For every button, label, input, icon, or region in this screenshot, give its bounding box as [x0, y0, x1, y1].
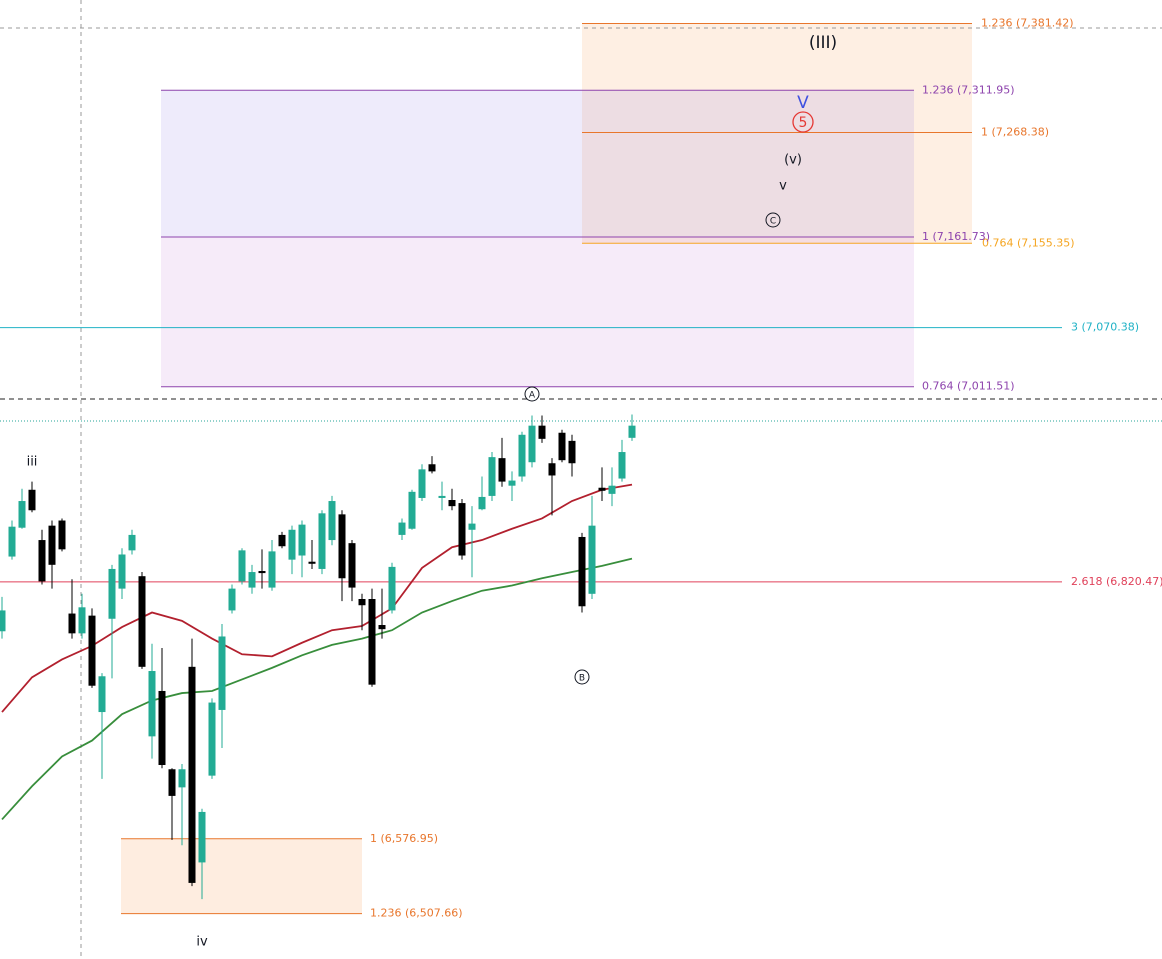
fib-label: 1.236 (6,507.66): [370, 907, 463, 920]
candle-body: [128, 534, 136, 551]
wave-circle: [792, 111, 814, 133]
candle-body: [398, 522, 406, 535]
moving-average: [1, 557, 633, 821]
candle-body: [608, 485, 616, 494]
candle-body: [438, 495, 446, 498]
candle-body: [418, 469, 426, 498]
candle-body: [618, 452, 626, 479]
wave-label: v: [779, 179, 787, 194]
candle-body: [598, 487, 606, 491]
candle-body: [428, 464, 436, 472]
candle-body: [198, 811, 206, 863]
wave-label: (III): [809, 33, 837, 53]
moving-average: [1, 483, 633, 713]
candle-body: [0, 610, 6, 632]
wave-label: A: [529, 391, 536, 401]
wave-circle: [524, 386, 540, 402]
candle-body: [628, 425, 636, 438]
candle-body: [238, 550, 246, 582]
candle-body: [208, 702, 216, 776]
wave-label: (v): [784, 153, 802, 168]
wave-circle: [574, 669, 590, 685]
fib-label: 1 (6,576.95): [370, 832, 438, 845]
wave-label: iii: [27, 455, 38, 470]
candle-body: [98, 676, 106, 713]
wave-label: 5: [799, 115, 808, 131]
candle-body: [118, 554, 126, 589]
candle-body: [408, 491, 416, 529]
candle-body: [518, 434, 526, 477]
candle-body: [278, 534, 286, 547]
candle-body: [368, 598, 376, 685]
candle-body: [568, 440, 576, 464]
fib-label: 2.618 (6,820.47): [1071, 575, 1162, 588]
candle-body: [328, 501, 336, 541]
candle-body: [148, 671, 156, 737]
candle-body: [338, 514, 346, 579]
candle-body: [538, 425, 546, 439]
candle-body: [308, 561, 316, 564]
candle-body: [18, 501, 26, 528]
candle-body: [468, 523, 476, 530]
fib-zone: [161, 90, 914, 237]
wave-circle: [765, 212, 781, 228]
foreground-layer: 1.236 (7,381.42) 1 (7,268.38) 0.764 (7,155…: [370, 16, 1162, 919]
fib-label: 1.236 (7,311.95): [922, 83, 1015, 96]
fib-label: 1 (7,268.38): [981, 126, 1049, 139]
candle-body: [358, 598, 366, 606]
candle-body: [578, 536, 586, 607]
wave-label: C: [770, 217, 776, 227]
candle-body: [388, 566, 396, 611]
candle-body: [88, 615, 96, 686]
candle-body: [498, 458, 506, 482]
candle-body: [228, 588, 236, 611]
candle-body: [558, 432, 566, 461]
candle-body: [68, 613, 76, 634]
candle-body: [178, 769, 186, 788]
candle-body: [258, 571, 266, 574]
wave-label: iv: [196, 935, 208, 950]
candle-body: [528, 425, 536, 463]
candle-body: [298, 524, 306, 556]
fib-label: 0.764 (7,011.51): [922, 380, 1015, 393]
candle-body: [188, 666, 196, 883]
candle-body: [548, 463, 556, 476]
wave-label: V: [797, 93, 809, 113]
candle-body: [348, 543, 356, 588]
fib-label: 1 (7,161.73): [922, 230, 990, 243]
fib-label: 0.764 (7,155.35): [982, 236, 1075, 249]
candle-body: [78, 607, 86, 634]
candle-body: [138, 576, 146, 667]
candle-body: [48, 525, 56, 565]
candle-body: [378, 625, 386, 630]
candle-body: [218, 636, 226, 710]
candle-body: [478, 496, 486, 510]
candle-body: [448, 500, 456, 507]
candle-body: [28, 489, 36, 511]
wave-label: B: [579, 674, 585, 684]
candle-body: [158, 690, 166, 766]
candle-body: [588, 525, 596, 594]
candle-body: [248, 572, 256, 588]
candle-body: [458, 503, 466, 556]
candle-body: [8, 526, 16, 557]
candle-body: [168, 769, 176, 796]
fib-label: 1.236 (7,381.42): [981, 16, 1074, 29]
candle-body: [58, 520, 66, 550]
candle-body: [488, 457, 496, 496]
fib-zone: [582, 23, 972, 244]
fib-zone: [121, 838, 362, 914]
candle-body: [108, 568, 116, 619]
candle-body: [318, 513, 326, 569]
fib-zone: [161, 236, 914, 387]
candle-body: [288, 529, 296, 560]
wave-labels: (III) V 5 (v) v C A B iii iv: [27, 33, 838, 950]
fib-label: 3 (7,070.38): [1071, 321, 1139, 334]
candle-body: [38, 540, 46, 582]
candle-body: [268, 551, 276, 588]
candle-body: [508, 480, 516, 486]
